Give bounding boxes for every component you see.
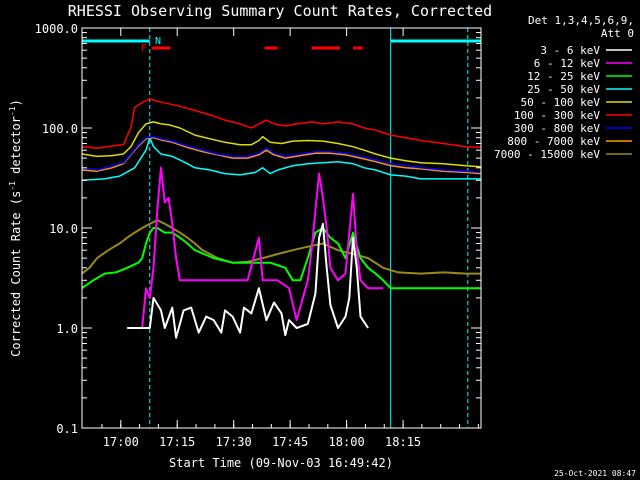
- x-tick-label-0: 17:00: [103, 435, 139, 449]
- legend-label-1: 6 - 12 keV: [534, 57, 601, 70]
- series-lines: [81, 98, 482, 339]
- series-line-2: [81, 227, 481, 290]
- y-axis-label: Corrected Count Rate (s-1 detector-1): [8, 99, 23, 357]
- timestamp: 25-Oct-2021 08:47: [554, 469, 636, 478]
- y-axis-ticks: 0.1 1.0 10.0 100.0 1000.0: [35, 22, 481, 436]
- x-tick-label-3: 17:45: [272, 435, 308, 449]
- legend-header-line2: Att 0: [601, 27, 634, 40]
- series-line-6: [81, 135, 482, 174]
- legend-label-8: 7000 - 15000 keV: [494, 148, 600, 161]
- legend-label-2: 12 - 25 keV: [527, 70, 600, 83]
- y-axis-label-sup1: -1: [8, 181, 17, 191]
- y-axis-label-sup2: -1: [8, 106, 17, 116]
- y-tick-label-3: 100.0: [42, 122, 78, 136]
- x-tick-label-1: 17:15: [159, 435, 195, 449]
- series-line-7: [81, 136, 482, 175]
- x-axis-label: Start Time (09-Nov-03 16:49:42): [169, 456, 393, 470]
- series-line-1: [127, 166, 384, 329]
- legend-label-6: 300 - 800 keV: [514, 122, 600, 135]
- legend-header-line1: Det 1,3,4,5,6,9,: [528, 14, 634, 27]
- x-tick-label-2: 17:30: [216, 435, 252, 449]
- series-line-4: [81, 121, 482, 168]
- x-tick-label-5: 18:15: [385, 435, 421, 449]
- y-axis-label-mid: detector: [9, 116, 23, 181]
- flare-label: F: [141, 43, 147, 54]
- legend-label-7: 800 - 7000 keV: [507, 135, 600, 148]
- x-tick-label-4: 18:00: [329, 435, 365, 449]
- night-label: N: [155, 36, 161, 47]
- y-tick-label-2: 10.0: [49, 222, 78, 236]
- legend-label-4: 50 - 100 keV: [521, 96, 601, 109]
- y-axis-label-main: Corrected Count Rate (s: [9, 191, 23, 357]
- y-tick-label-4: 1000.0: [35, 22, 78, 36]
- y-axis-label-end: ): [9, 99, 23, 106]
- legend-label-0: 3 - 6 keV: [540, 44, 600, 57]
- x-axis-ticks: 17:00 17:15 17:30 17:45 18:00 18:15: [101, 28, 479, 449]
- series-line-0: [127, 222, 369, 339]
- series-line-5: [81, 98, 482, 149]
- legend-label-3: 25 - 50 keV: [527, 83, 600, 96]
- y-tick-label-1: 1.0: [56, 322, 78, 336]
- series-line-8: [81, 219, 481, 275]
- legend-label-5: 100 - 300 keV: [514, 109, 600, 122]
- y-tick-label-0: 0.1: [56, 422, 78, 436]
- chart-title: RHESSI Observing Summary Count Rates, Co…: [68, 2, 492, 20]
